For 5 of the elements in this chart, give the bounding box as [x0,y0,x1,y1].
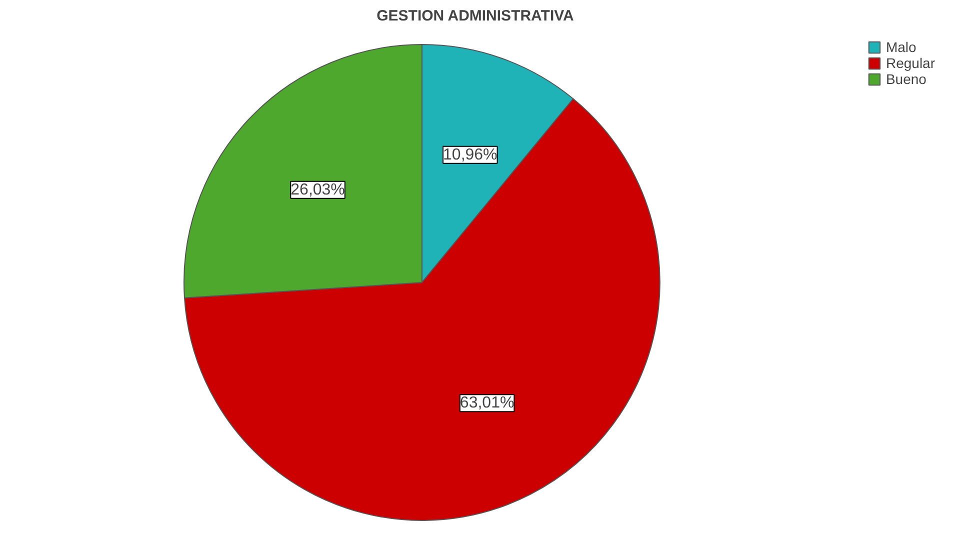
data-label: 26,03% [290,181,345,198]
chart-title: GESTION ADMINISTRATIVA [376,8,574,24]
legend-label: Bueno [886,71,926,87]
legend-label: Malo [886,39,916,55]
legend-label: Regular [886,55,935,71]
